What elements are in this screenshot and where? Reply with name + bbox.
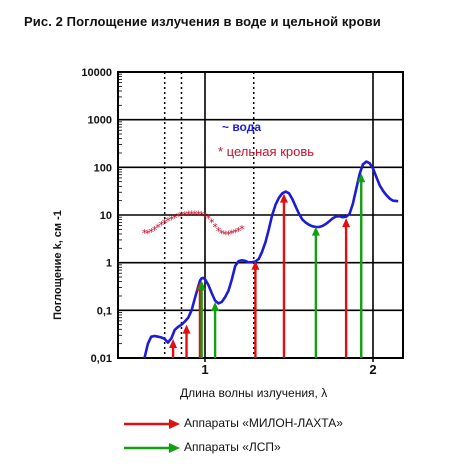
blood-star-point: * [216, 225, 222, 238]
red-arrow-head [169, 339, 178, 349]
green-arrow-head [211, 301, 220, 311]
y-tick-label: 0,1 [97, 305, 112, 317]
water-series-line [143, 160, 399, 359]
red-arrow-icon [124, 419, 180, 429]
red-arrow-head [182, 324, 191, 334]
blood-star-point: * [169, 214, 175, 227]
blood-star-point: * [209, 216, 215, 229]
legend-item-milon: Аппараты «МИЛОН-ЛАХТА» [122, 416, 422, 432]
blood-star-point: * [162, 217, 168, 230]
blood-star-point: * [199, 209, 205, 222]
y-tick-label: 1 [106, 258, 112, 270]
blood-star-point: * [229, 227, 235, 240]
blood-star-point: * [165, 215, 171, 228]
blood-star-point: * [159, 219, 165, 232]
legend-label-milon: Аппараты «МИЛОН-ЛАХТА» [184, 416, 343, 430]
blood-star-point: * [196, 209, 202, 222]
y-tick-label: 100 [94, 162, 112, 174]
y-tick-label: 0,01 [91, 353, 112, 365]
arrow-layer [169, 173, 366, 358]
blood-star-point: * [212, 221, 218, 234]
axis-layer [117, 71, 404, 362]
blood-star-point: * [236, 225, 242, 238]
blood-star-point: * [179, 210, 185, 223]
blood-star-point: * [219, 227, 225, 240]
blood-star-point: * [222, 228, 228, 241]
green-arrow-head [311, 226, 320, 236]
y-tick-label: 10000 [81, 67, 112, 79]
x-tick-label: 1 [201, 362, 208, 377]
green-arrow-icon [124, 443, 180, 453]
blood-star-point: * [226, 228, 232, 241]
blood-star-point: * [202, 211, 208, 224]
blood-star-point: * [148, 226, 154, 239]
red-arrow-head [342, 218, 351, 228]
in-plot-legend-water: ~ вода [222, 120, 261, 134]
y-tick-label: 10 [100, 210, 112, 222]
blood-star-point: * [175, 211, 181, 224]
x-axis-label: Длина волны излучения, λ [180, 386, 328, 400]
legend-label-lsp: Аппараты «ЛСП» [184, 440, 281, 454]
blood-star-point: * [145, 227, 151, 240]
in-plot-legend-blood: * цельная кровь [218, 144, 314, 159]
blood-star-point: * [185, 209, 191, 222]
red-arrow-head [279, 193, 288, 203]
blood-star-point: * [239, 223, 245, 236]
series-layer: ****************************** [142, 160, 399, 359]
blood-star-point: * [172, 212, 178, 225]
blood-star-point: * [232, 226, 238, 239]
green-arrow-head [197, 280, 206, 290]
label-layer: 0,01 0,1 1 10 100 1000 10000 1 2 ~ вода * цельная … [81, 67, 376, 377]
figure-title: Рис. 2 Поглощение излучения в воде и цел… [24, 14, 381, 29]
blood-star-point: * [182, 209, 188, 222]
blood-star-point: * [192, 208, 198, 221]
green-arrow-head [357, 173, 366, 183]
legend-item-lsp: Аппараты «ЛСП» [122, 440, 422, 456]
blood-star-point: * [142, 227, 148, 240]
x-tick-label: 2 [369, 362, 376, 377]
blood-star-point: * [206, 213, 212, 226]
plot-frame [117, 71, 404, 359]
blood-star-point: * [155, 221, 161, 234]
red-arrow-head [251, 260, 260, 270]
y-tick-label: 1000 [88, 115, 112, 127]
y-axis-label: Поглощение k, см -1 [52, 210, 64, 320]
blood-star-point: * [152, 224, 158, 237]
blood-star-point: * [189, 208, 195, 221]
